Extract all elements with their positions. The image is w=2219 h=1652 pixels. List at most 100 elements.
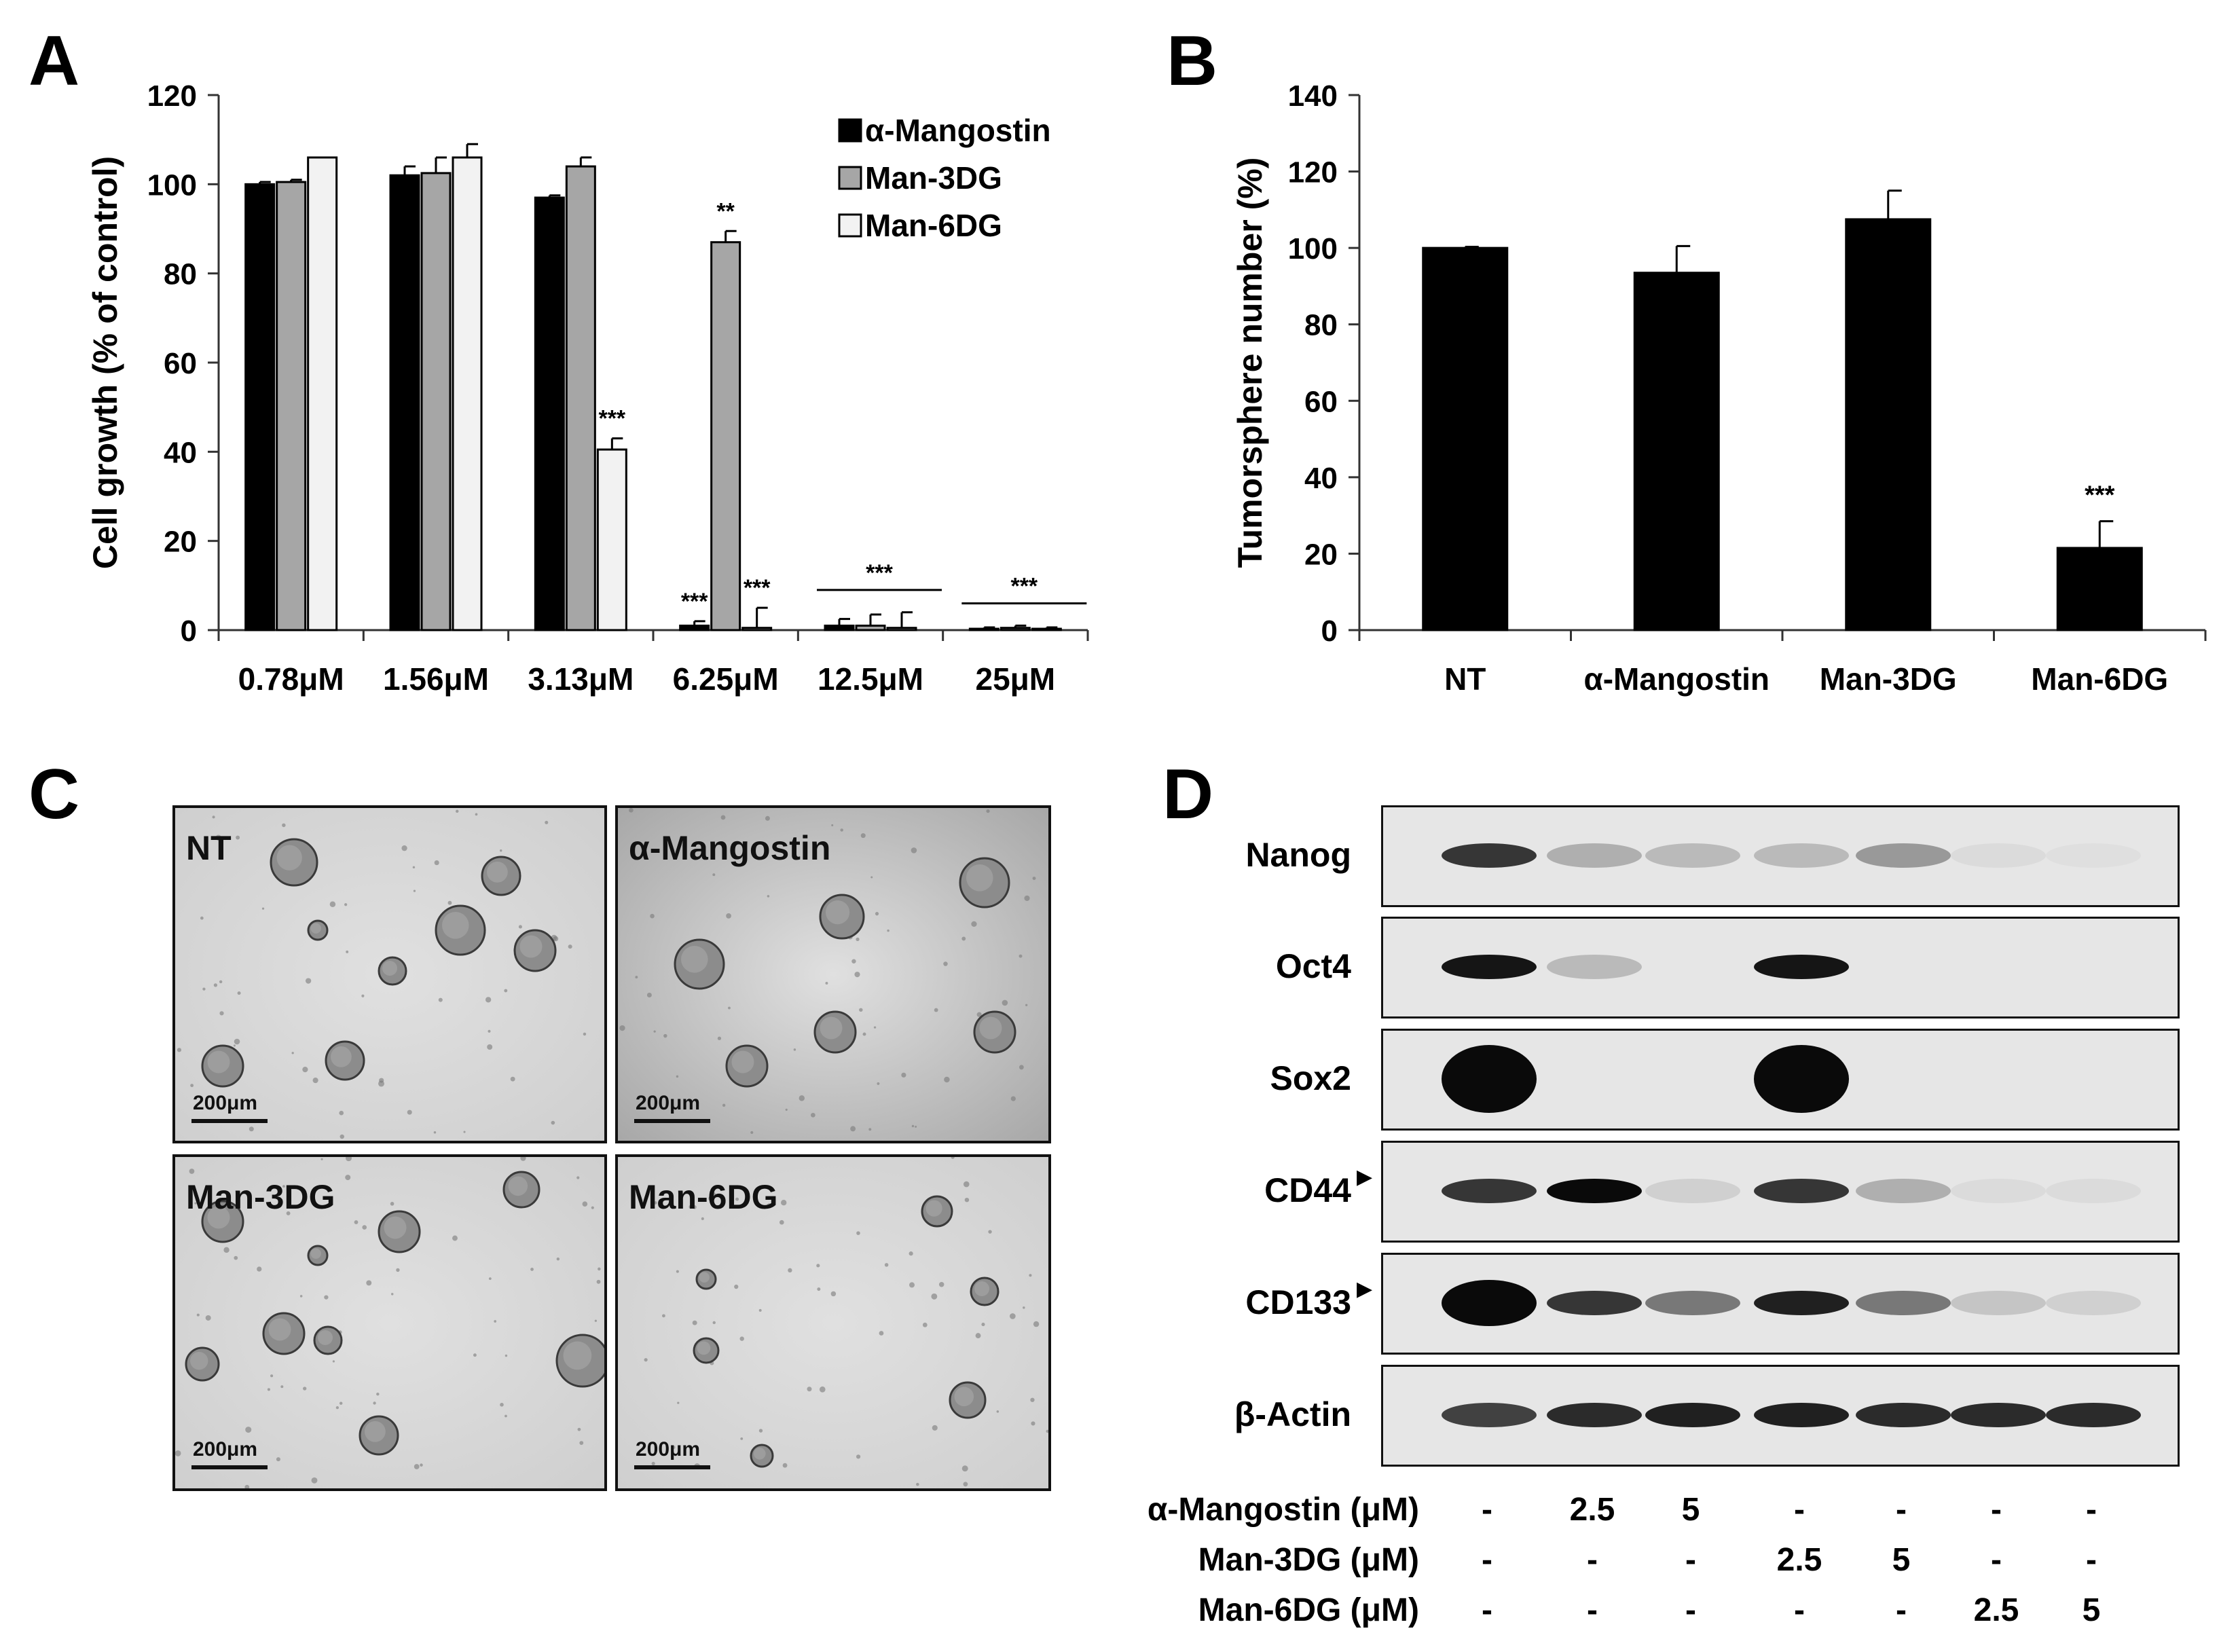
bar xyxy=(1845,218,1932,631)
tumorsphere-texture xyxy=(508,1176,528,1196)
cell-debris xyxy=(944,1076,950,1083)
blot-band xyxy=(1754,1403,1849,1427)
cell-debris xyxy=(831,824,834,826)
treatment-value: 5 xyxy=(1892,1542,1911,1578)
cell-debris xyxy=(237,991,241,995)
cell-debris xyxy=(249,1126,254,1132)
bar xyxy=(452,156,483,631)
cell-debris xyxy=(986,809,990,813)
cell-debris xyxy=(291,1052,294,1054)
cell-debris xyxy=(302,1067,308,1073)
blot-band xyxy=(2046,843,2141,868)
blot-band xyxy=(2046,1179,2141,1203)
cell-debris xyxy=(335,1406,339,1410)
cell-debris xyxy=(305,978,312,984)
treatment-value: - xyxy=(1685,1592,1696,1628)
micrograph-label: Man-6DG xyxy=(629,1178,778,1216)
cell-debris xyxy=(505,1354,508,1357)
significance-label: *** xyxy=(2085,481,2115,510)
cell-debris xyxy=(1031,1421,1035,1426)
treatment-value: 5 xyxy=(2082,1592,2101,1628)
cell-debris xyxy=(378,1080,384,1087)
micrograph-man-3dg: Man-3DG 200μm xyxy=(172,1154,607,1491)
cell-debris xyxy=(233,1044,236,1047)
cell-debris xyxy=(676,1270,679,1273)
cell-debris xyxy=(189,1169,195,1174)
cell-debris xyxy=(390,1202,395,1206)
tumorsphere-texture xyxy=(699,1272,710,1283)
cell-debris xyxy=(735,1197,739,1201)
blot-bands xyxy=(1442,1179,2141,1203)
cell-debris xyxy=(717,1036,722,1040)
bar xyxy=(679,624,710,631)
y-tick-label: 80 xyxy=(1304,309,1338,342)
cell-debris xyxy=(840,828,843,832)
cell-debris xyxy=(915,1125,917,1128)
cell-debris xyxy=(447,900,452,905)
treatment-label: α-Mangostin (μM) xyxy=(1147,1492,1419,1528)
cell-debris xyxy=(236,835,240,840)
cell-debris xyxy=(901,1072,906,1078)
tumorsphere-texture xyxy=(697,1341,711,1355)
cell-debris xyxy=(401,845,407,851)
cell-debris xyxy=(1033,1321,1040,1327)
blot-band xyxy=(1547,1179,1642,1203)
cell-debris xyxy=(390,1293,394,1296)
cell-debris xyxy=(909,1282,915,1288)
treatment-value: - xyxy=(1482,1592,1492,1628)
cell-debris xyxy=(244,1484,250,1488)
cell-debris xyxy=(758,1429,763,1433)
cell-debris xyxy=(286,1211,291,1215)
y-axis-label: Tumorsphere number (%) xyxy=(1231,158,1269,568)
cell-debris xyxy=(720,815,726,820)
cell-debris xyxy=(961,936,966,941)
scale-bar-label: 200μm xyxy=(193,1092,258,1114)
panel-letter-b: B xyxy=(1167,22,1218,100)
cell-debris xyxy=(311,1477,318,1484)
cell-debris xyxy=(261,907,265,910)
bar xyxy=(886,627,917,631)
cell-debris xyxy=(344,903,348,906)
cell-debris xyxy=(282,1185,285,1188)
cell-debris xyxy=(816,1264,820,1268)
cell-debris xyxy=(494,1320,497,1323)
cell-debris xyxy=(510,1076,515,1082)
cell-debris xyxy=(270,1374,274,1378)
tumorsphere-texture xyxy=(310,923,321,934)
treatment-value: - xyxy=(1991,1542,2002,1578)
tumorsphere-texture xyxy=(268,1318,291,1341)
blot-row-label: β-Actin xyxy=(1234,1395,1351,1433)
blot-strip xyxy=(1381,1029,2180,1131)
cell-debris xyxy=(299,1295,303,1298)
cell-debris xyxy=(354,1220,359,1224)
x-tick-label: 3.13μM xyxy=(528,661,634,697)
cell-debris xyxy=(201,855,206,859)
blot-band xyxy=(2046,1291,2141,1315)
cell-debris xyxy=(728,1006,731,1010)
cell-debris xyxy=(860,833,866,839)
y-tick-label: 80 xyxy=(164,258,197,291)
cell-debris xyxy=(591,1206,594,1209)
bar xyxy=(1000,627,1031,631)
cell-debris xyxy=(312,1078,318,1084)
significance-label: *** xyxy=(744,575,771,601)
cell-debris xyxy=(303,1387,307,1391)
cell-debris xyxy=(245,1427,252,1433)
scale-bar-label: 200μm xyxy=(636,1438,701,1461)
blot-bands xyxy=(1442,1280,2141,1326)
cell-debris xyxy=(693,1205,697,1209)
panel-letter-d: D xyxy=(1162,755,1214,834)
cell-debris xyxy=(407,1109,412,1115)
cell-debris xyxy=(976,1012,982,1017)
scale-bar xyxy=(634,1465,710,1469)
cell-debris xyxy=(434,860,439,866)
scale-bar xyxy=(634,1119,710,1123)
tumorsphere-texture xyxy=(966,864,993,892)
treatment-value: - xyxy=(1896,1492,1907,1528)
cell-debris xyxy=(663,1033,667,1038)
tumorsphere-texture xyxy=(276,845,302,870)
cell-debris xyxy=(793,1048,796,1051)
blot-band xyxy=(1951,1403,2046,1427)
tumorsphere-texture xyxy=(979,1016,1002,1040)
cell-debris xyxy=(320,1158,323,1160)
